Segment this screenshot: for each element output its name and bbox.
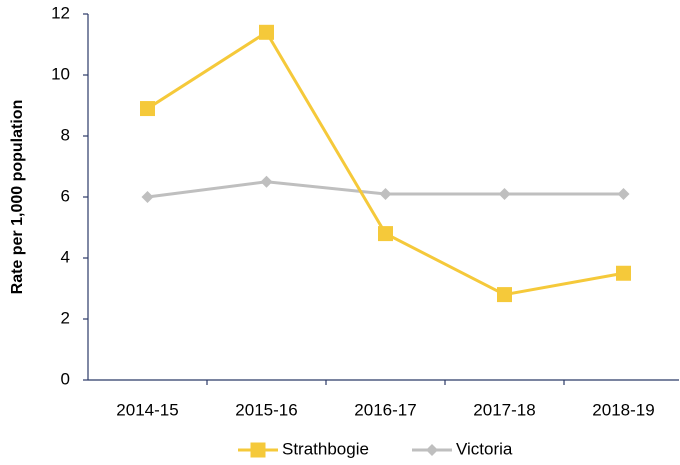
legend-label: Strathbogie (282, 439, 369, 458)
y-tick-label: 4 (61, 247, 70, 266)
marker (616, 265, 631, 281)
y-tick-label: 2 (61, 308, 70, 327)
series (140, 24, 631, 303)
marker (378, 226, 393, 242)
y-axis-label: Rate per 1,000 population (9, 100, 26, 295)
marker (379, 187, 392, 200)
y-tick-label: 12 (51, 3, 70, 22)
x-tick-label: 2017-18 (473, 400, 535, 419)
marker (260, 175, 273, 188)
marker (497, 287, 512, 303)
legend-label: Victoria (456, 439, 513, 458)
x-tick-label: 2015-16 (235, 400, 297, 419)
line (146, 30, 624, 297)
marker (617, 187, 630, 200)
marker (498, 187, 511, 200)
y-tick-label: 8 (61, 125, 70, 144)
marker (141, 191, 154, 203)
marker (426, 444, 438, 456)
marker (259, 24, 274, 40)
series (141, 175, 630, 203)
y-tick-label: 10 (51, 64, 70, 83)
y-tick-label: 6 (61, 186, 70, 205)
marker (250, 442, 266, 458)
marker (140, 101, 155, 117)
x-tick-label: 2016-17 (354, 400, 416, 419)
x-tick-label: 2018-19 (592, 400, 654, 419)
x-tick-label: 2014-15 (116, 400, 178, 419)
y-tick-label: 0 (61, 369, 70, 388)
